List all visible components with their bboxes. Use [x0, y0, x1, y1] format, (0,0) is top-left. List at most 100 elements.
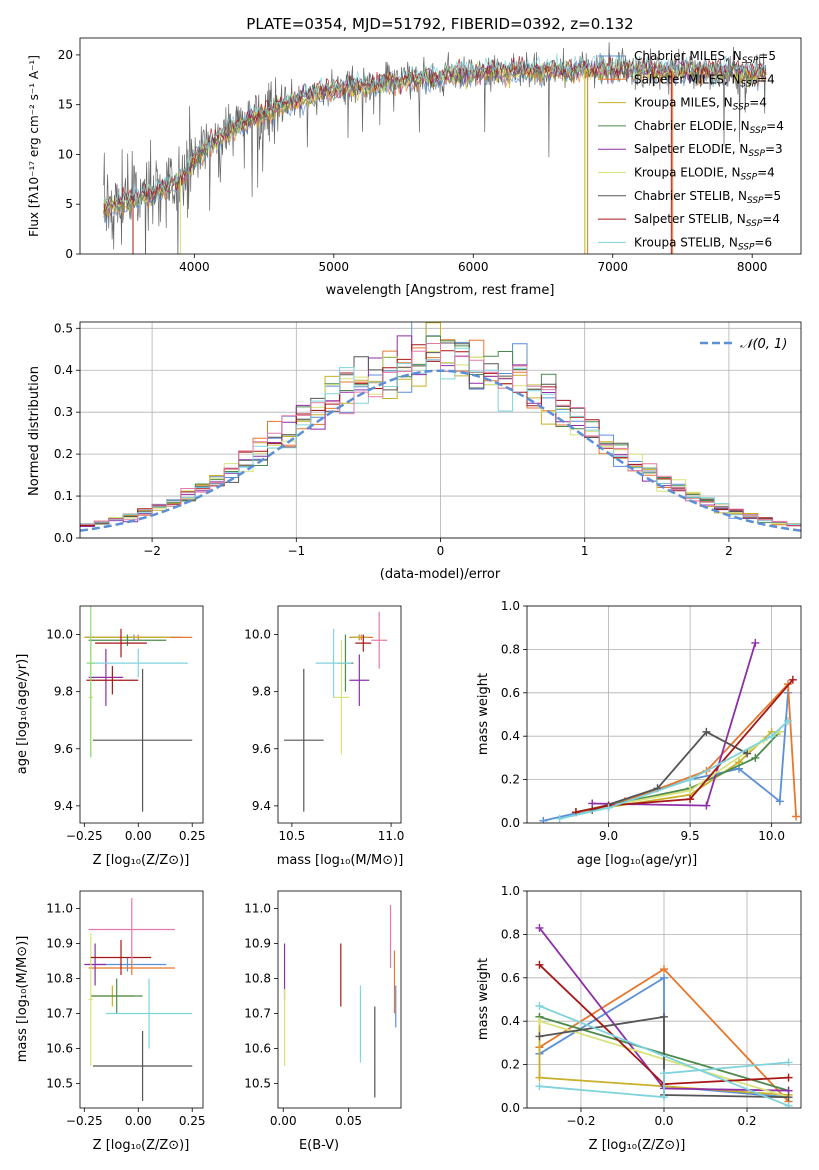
- series-line: [575, 679, 794, 813]
- x-tick-label: 7000: [597, 260, 628, 274]
- y-tick-label: 0.8: [501, 927, 520, 941]
- age-Z-ylabel: age [log₁₀(age/yr)]: [15, 654, 30, 775]
- y-tick-label: 0.6: [501, 686, 520, 700]
- mw-Z-panel: −0.2 0.0 0.2 0.0 0.2 0.4 0.6 0.8 1.0: [501, 884, 802, 1128]
- residuals-panel: −2 −1 0 1 2 0.0 0.1 0.2 0.3 0.4 0.5 𝒩(0, 1) (data-m…: [27, 321, 802, 582]
- series-point: [784, 1073, 793, 1082]
- series-point: [775, 797, 784, 806]
- series-line: [539, 1061, 789, 1099]
- x-tick-label: 10.0: [758, 829, 785, 843]
- series-point: [555, 814, 564, 823]
- axes-frame: [79, 321, 802, 539]
- series-point: [660, 1012, 668, 1021]
- series-point: [660, 973, 668, 982]
- axes-frame: [277, 890, 402, 1109]
- x-tick-label: 0: [437, 544, 445, 558]
- series-point: [686, 786, 695, 795]
- y-tick-label: 0.4: [54, 363, 73, 377]
- y-tick-label: 0.2: [54, 447, 73, 461]
- legend-label: Chabrier MILES, NSSP=5: [634, 49, 776, 66]
- mw-age-ylabel: mass weight: [476, 673, 491, 755]
- series-point: [702, 801, 711, 810]
- y-tick-label: 10.6: [46, 1042, 73, 1056]
- y-tick-label: 15: [58, 98, 73, 112]
- mass-ebv-xlabel: E(B-V): [299, 1138, 339, 1153]
- series-point: [535, 1017, 544, 1026]
- spectrum-lines: [103, 42, 767, 254]
- axes-frame: [79, 37, 802, 255]
- mw-age-xlabel: age [log₁₀(age/yr)]: [577, 853, 698, 868]
- age-mass-marks: [283, 611, 388, 812]
- spectrum-panel: PLATE=0354, MJD=51792, FIBERID=0392, z=0…: [27, 15, 802, 298]
- y-tick-label: 10.0: [244, 628, 271, 642]
- y-tick-label: 0: [65, 247, 73, 261]
- y-tick-label: 20: [58, 48, 73, 62]
- x-tick-label: 9.0: [599, 829, 618, 843]
- y-tick-label: 9.8: [54, 685, 73, 699]
- axes-frame: [526, 890, 802, 1109]
- model-spectrum-line: [103, 54, 767, 213]
- spectrum-title: PLATE=0354, MJD=51792, FIBERID=0392, z=0…: [246, 15, 633, 33]
- x-tick-label: 1: [581, 544, 589, 558]
- y-tick-label: 10: [58, 147, 73, 161]
- y-tick-label: 0.4: [501, 729, 520, 743]
- y-tick-label: 0.0: [54, 531, 73, 545]
- y-tick-label: 10.6: [244, 1042, 271, 1056]
- x-tick-label: 0.25: [179, 829, 206, 843]
- series-point: [767, 732, 776, 741]
- age-Z-marks: [84, 606, 193, 812]
- series-point: [660, 1069, 668, 1078]
- y-tick-label: 10.0: [46, 628, 73, 642]
- x-tick-label: 0.00: [125, 1114, 152, 1128]
- series-point: [686, 795, 695, 804]
- y-tick-label: 10.9: [244, 937, 271, 951]
- series-line: [539, 1005, 789, 1107]
- mass-Z-xlabel: Z [log₁₀(Z/Z⊙)]: [93, 1138, 190, 1153]
- y-tick-label: 0.0: [501, 1101, 520, 1115]
- legend-label: Salpeter MILES, NSSP=4: [634, 72, 775, 89]
- x-tick-label: −0.25: [66, 829, 103, 843]
- series-line: [591, 730, 748, 811]
- x-tick-label: 2: [725, 544, 733, 558]
- y-tick-label: 10.5: [46, 1077, 73, 1091]
- model-spectrum-line: [103, 52, 767, 211]
- series-point: [535, 1073, 544, 1082]
- mw-Z-ylabel: mass weight: [476, 958, 491, 1040]
- series-point: [788, 675, 797, 684]
- x-tick-label: 4000: [179, 260, 210, 274]
- mass-Z-panel: −0.25 0.00 0.25 10.5 10.6 10.7 10.8 10.9 11.0: [46, 890, 206, 1128]
- mw-age-marks: [539, 638, 801, 823]
- series-point: [535, 960, 544, 969]
- legend-label: Chabrier STELIB, NSSP=5: [634, 189, 781, 206]
- mw-Z-marks: [535, 923, 793, 1108]
- histogram-step: [80, 343, 801, 527]
- y-tick-label: 0.2: [501, 773, 520, 787]
- x-tick-label: 8000: [737, 260, 768, 274]
- x-tick-label: −2: [143, 544, 161, 558]
- x-tick-label: 0.05: [335, 1114, 362, 1128]
- series-point: [751, 638, 760, 647]
- series-point: [660, 965, 668, 974]
- residuals-ylabel: Normed distribution: [27, 366, 42, 496]
- mass-ebv-panel: 0.00 0.05 10.5 10.6 10.7 10.8 10.9 11.0: [244, 890, 402, 1128]
- legend-label: Kroupa ELODIE, NSSP=4: [634, 166, 775, 183]
- y-tick-label: 10.7: [244, 1007, 271, 1021]
- x-tick-label: 10.5: [279, 829, 306, 843]
- series-point: [660, 1093, 668, 1102]
- legend-label: Kroupa MILES, NSSP=4: [634, 96, 767, 113]
- series-point: [535, 1002, 544, 1011]
- series-point: [535, 1032, 544, 1041]
- series-point: [783, 717, 792, 726]
- normal-curve: [80, 369, 801, 532]
- y-tick-label: 5: [65, 197, 73, 211]
- x-tick-label: 0.2: [737, 1114, 756, 1128]
- spectrum-xlabel: wavelength [Angstrom, rest frame]: [326, 283, 555, 298]
- x-tick-label: 6000: [458, 260, 489, 274]
- y-tick-label: 10.8: [244, 972, 271, 986]
- mass-ebv-marks: [283, 905, 397, 1098]
- axes-frame: [79, 605, 204, 824]
- series-point: [535, 923, 544, 932]
- series-point: [784, 1101, 793, 1108]
- axes-frame: [79, 890, 204, 1109]
- y-tick-label: 10.9: [46, 937, 73, 951]
